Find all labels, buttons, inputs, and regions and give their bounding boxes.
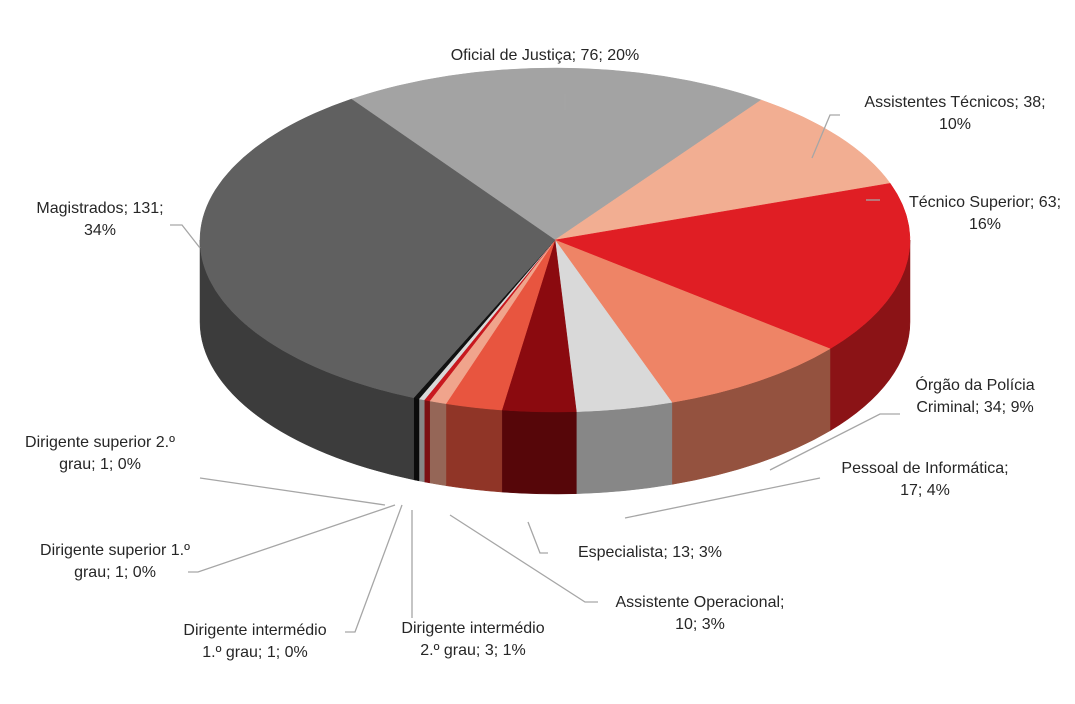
category-name: Dirigente superior 1.º grau bbox=[40, 542, 190, 581]
category-name: Dirigente intermédio 1.º grau bbox=[183, 622, 327, 661]
slice bbox=[350, 67, 762, 241]
leader-line bbox=[769, 413, 900, 471]
separator: ; bbox=[475, 642, 485, 659]
slice-label: Pessoal de Informática; 17; 4% bbox=[835, 458, 1015, 502]
slice-label: Oficial de Justiça; 76; 20% bbox=[450, 45, 640, 67]
slice bbox=[554, 99, 891, 241]
category-name: Magistrados bbox=[36, 200, 124, 217]
leader-line bbox=[199, 477, 386, 506]
value-label: 131; 34% bbox=[83, 200, 164, 239]
slice-label: Especialista; 13; 3% bbox=[540, 542, 760, 564]
slice-side bbox=[413, 397, 420, 482]
slice-side bbox=[445, 403, 503, 493]
category-name: Órgão da Polícia Criminal bbox=[915, 377, 1035, 416]
leader-line bbox=[170, 224, 201, 249]
separator: ; bbox=[1004, 460, 1009, 477]
separator: ; bbox=[663, 544, 673, 561]
value-label: 1; 0% bbox=[115, 564, 156, 581]
slice-label: Dirigente intermédio 1.º grau; 1; 0% bbox=[175, 620, 335, 664]
slice bbox=[554, 183, 911, 350]
leader-line bbox=[624, 477, 821, 519]
slice-side bbox=[429, 400, 447, 486]
separator: ; bbox=[1014, 94, 1024, 111]
category-name: Dirigente intermédio 2.º grau bbox=[401, 620, 545, 659]
slice-label: Técnico Superior; 63; 16% bbox=[898, 192, 1073, 236]
slice bbox=[199, 98, 556, 399]
category-name: Assistente Operacional bbox=[615, 594, 781, 611]
value-label: 17; 4% bbox=[900, 482, 950, 499]
slice-side bbox=[424, 399, 430, 484]
value-label: 38; 10% bbox=[938, 94, 1046, 133]
value-label: 1; 0% bbox=[100, 456, 141, 473]
slice-label: Dirigente intermédio 2.º grau; 3; 1% bbox=[393, 618, 553, 662]
slice-label: Magistrados; 131; 34% bbox=[20, 198, 180, 242]
leader-line bbox=[449, 514, 598, 603]
value-label: 13; 3% bbox=[672, 544, 723, 561]
separator: ; bbox=[123, 200, 133, 217]
slice-label: Dirigente superior 1.º grau; 1; 0% bbox=[40, 540, 190, 584]
slice-side bbox=[501, 409, 577, 495]
separator: ; bbox=[257, 644, 267, 661]
slice-side bbox=[576, 402, 673, 494]
slice-label: Assistente Operacional; 10; 3% bbox=[608, 592, 793, 636]
value-label: 1; 0% bbox=[266, 644, 308, 661]
value-label: 34; 9% bbox=[983, 399, 1034, 416]
separator: ; bbox=[106, 564, 115, 581]
category-name: Pessoal de Informática bbox=[841, 460, 1005, 477]
leader-line bbox=[345, 504, 403, 633]
separator: ; bbox=[974, 399, 984, 416]
separator: ; bbox=[780, 594, 785, 611]
slice-label: Órgão da Polícia Criminal; 34; 9% bbox=[900, 375, 1050, 419]
leader-line bbox=[527, 521, 548, 554]
leader-line bbox=[811, 114, 840, 159]
category-name: Assistentes Técnicos bbox=[864, 94, 1015, 111]
separator: ; bbox=[571, 47, 581, 64]
value-label: 63; 16% bbox=[968, 194, 1062, 233]
category-name: Oficial de Justiça bbox=[450, 47, 572, 64]
slice-side bbox=[418, 398, 425, 483]
separator: ; bbox=[91, 456, 100, 473]
category-name: Dirigente superior 2.º grau bbox=[25, 434, 175, 473]
slice bbox=[554, 239, 831, 403]
value-label: 3; 1% bbox=[484, 642, 526, 659]
slice-label: Dirigente superior 2.º grau; 1; 0% bbox=[10, 432, 190, 476]
category-name: Especialista bbox=[577, 544, 664, 561]
slice-label: Assistentes Técnicos; 38; 10% bbox=[853, 92, 1058, 136]
category-name: Técnico Superior bbox=[908, 194, 1030, 211]
value-label: 76; 20% bbox=[580, 47, 640, 64]
value-label: 10; 3% bbox=[675, 616, 725, 633]
leader-line bbox=[188, 504, 396, 573]
separator: ; bbox=[1029, 194, 1039, 211]
